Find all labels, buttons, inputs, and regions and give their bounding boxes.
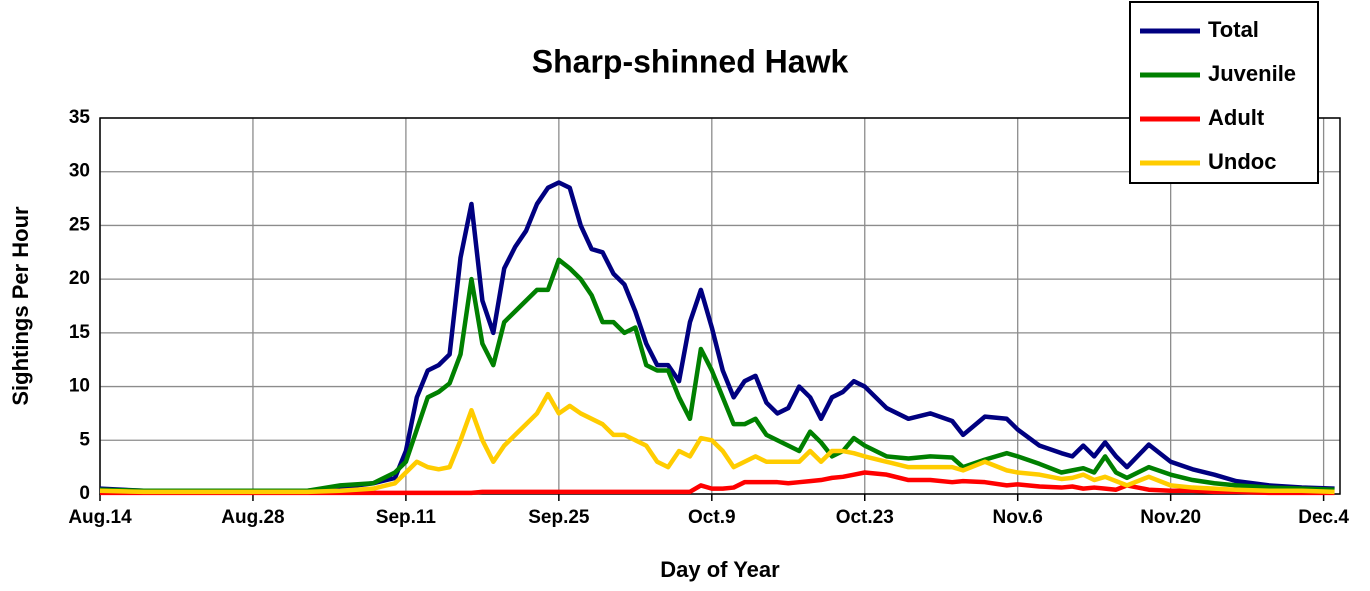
y-tick-label: 20 [69, 268, 90, 289]
series-line [100, 470, 1335, 496]
x-tick-label: Oct.23 [836, 507, 894, 528]
x-tick-label: Sep.25 [528, 507, 590, 528]
x-tick-label: Aug.14 [68, 507, 132, 528]
x-tick-label: Dec.4 [1298, 507, 1349, 528]
series-line [99, 257, 1335, 494]
legend-label: Total [1208, 17, 1259, 42]
plot-border [99, 117, 1341, 495]
y-tick-label: 25 [69, 214, 91, 235]
legend: Total Juvenile Adult Undoc [1129, 1, 1319, 184]
x-tick-label: Nov.6 [993, 507, 1043, 528]
y-tick-label: 15 [69, 322, 91, 343]
x-axis-label: Day of Year [660, 557, 780, 582]
x-tick-label: Sep.11 [376, 507, 437, 528]
y-tick-label: 5 [79, 429, 90, 450]
x-tick-label: Oct.9 [688, 507, 736, 528]
y-tick-label: 30 [69, 161, 90, 182]
y-axis-label: Sightings Per Hour [8, 206, 33, 406]
y-tick-label: 10 [69, 376, 90, 397]
legend-label: Adult [1208, 105, 1265, 130]
y-tick-label: 35 [69, 107, 91, 128]
x-tick-label: Nov.20 [1140, 507, 1201, 528]
legend-label: Undoc [1208, 149, 1276, 174]
series-line [99, 180, 1335, 494]
legend-label: Juvenile [1208, 61, 1296, 86]
series-line [99, 391, 1335, 495]
chart-title: Sharp-shinned Hawk [532, 43, 849, 79]
y-tick-label: 0 [79, 483, 90, 504]
x-tick-label: Aug.28 [221, 507, 284, 528]
